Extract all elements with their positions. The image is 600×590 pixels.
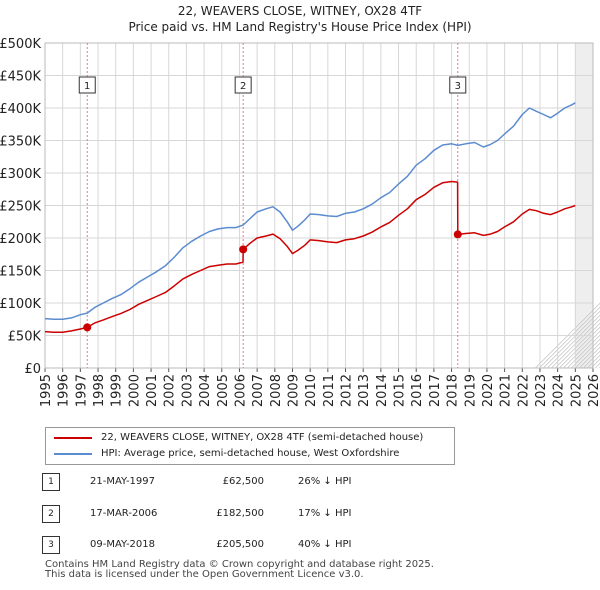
x-tick-label: 2009 [286,374,301,407]
x-tick-label: 2020 [481,374,496,407]
sale-number-box [234,76,252,94]
sale-point [239,245,248,254]
transaction-date: 21-MAY-1997 [90,476,156,487]
transaction-price: £62,500 [222,476,264,487]
x-tick-label: 2018 [446,374,461,407]
x-tick-label: 2004 [198,374,213,407]
transaction-hpi-diff: 40% ↓ HPI [298,539,352,550]
chart-title: 22, WEAVERS CLOSE, WITNEY, OX28 4TF [177,4,423,18]
x-tick-label: 2003 [180,374,195,407]
sale-number-label: 3 [455,81,461,92]
x-tick-label: 2002 [163,374,178,407]
y-tick-label: £500K [0,37,41,52]
y-tick-label: £400K [0,102,41,117]
y-tick-label: £100K [0,297,41,312]
x-tick-label: 2019 [463,374,478,407]
x-tick-label: 2024 [552,374,567,407]
x-tick-label: 2010 [304,374,319,407]
legend-hpi-label: HPI: Average price, semi-detached house,… [101,448,400,459]
chart-legend: 22, WEAVERS CLOSE, WITNEY, OX28 4TF (sem… [45,427,455,465]
x-tick-label: 2021 [499,374,514,407]
y-tick-label: £250K [0,200,41,215]
transaction-row: 1 21-MAY-1997 £62,500 26% ↓ HPI [0,472,600,492]
y-tick-label: £200K [0,232,41,247]
y-tick-label: £0 [24,362,41,377]
x-tick-label: 2023 [534,374,549,407]
sale-number-label: 1 [84,81,90,92]
x-tick-label: 2014 [375,374,390,407]
sale-point [453,230,462,239]
transaction-hpi-diff: 26% ↓ HPI [298,476,352,487]
x-tick-label: 2007 [251,374,266,407]
hpi-line-swatch [54,453,92,455]
x-tick-label: 2012 [340,374,355,407]
forecast-hatch [535,302,600,369]
x-tick-label: 2011 [322,374,337,407]
property-series-line [45,180,576,334]
transaction-number-badge: 3 [42,536,60,554]
hpi-series-line [45,102,576,321]
x-tick-label: 2016 [410,374,425,407]
x-tick-label: 2005 [216,374,231,407]
transaction-number-badge: 1 [42,473,60,491]
sale-number-label: 2 [240,81,246,92]
x-tick-label: 2006 [233,374,248,407]
x-tick-label: 1995 [39,374,54,407]
legend-property-label: 22, WEAVERS CLOSE, WITNEY, OX28 4TF (sem… [101,432,424,443]
transaction-price: £182,500 [216,508,264,519]
chart-subtitle: Price paid vs. HM Land Registry's House … [128,20,472,34]
y-tick-label: £350K [0,135,41,150]
x-tick-label: 2015 [393,374,408,407]
property-line-swatch [54,437,92,439]
footer-line-2: This data is licensed under the Open Gov… [45,569,364,580]
x-tick-label: 1996 [57,374,72,407]
plot-border [44,42,594,369]
x-tick-label: 2026 [587,374,600,407]
x-tick-label: 1998 [92,374,107,407]
price-chart: £0 £50K £100K £150K £200K £250K £300K £350K £400… [0,37,600,407]
transaction-date: 17-MAR-2006 [90,508,158,519]
forecast-hatch [543,310,600,369]
x-tick-label: 2008 [269,374,284,407]
x-tick-label: 2025 [569,374,584,407]
footer-attribution: Contains HM Land Registry data © Crown c… [45,560,434,580]
transaction-number-badge: 2 [42,505,60,523]
x-tick-label: 2001 [145,374,160,407]
transaction-hpi-diff: 17% ↓ HPI [298,508,352,519]
x-tick-label: 2022 [516,374,531,407]
y-tick-label: £50K [8,330,42,345]
sale-number-box [78,76,96,94]
y-tick-label: £150K [0,265,41,280]
x-tick-label: 1999 [110,374,125,407]
y-tick-label: £450K [0,70,41,85]
y-tick-label: £300K [0,167,41,182]
x-tick-label: 2017 [428,374,443,407]
transaction-row: 3 09-MAY-2018 £205,500 40% ↓ HPI [0,535,600,555]
transaction-price: £205,500 [216,539,264,550]
x-tick-label: 2013 [357,374,372,407]
x-tick-label: 2000 [127,374,142,407]
x-tick-label: 1997 [74,374,89,407]
footer-line-1: Contains HM Land Registry data © Crown c… [45,559,434,570]
transaction-date: 09-MAY-2018 [90,539,156,550]
sale-number-box [449,76,467,94]
sale-point [83,323,92,332]
transaction-row: 2 17-MAR-2006 £182,500 17% ↓ HPI [0,504,600,524]
